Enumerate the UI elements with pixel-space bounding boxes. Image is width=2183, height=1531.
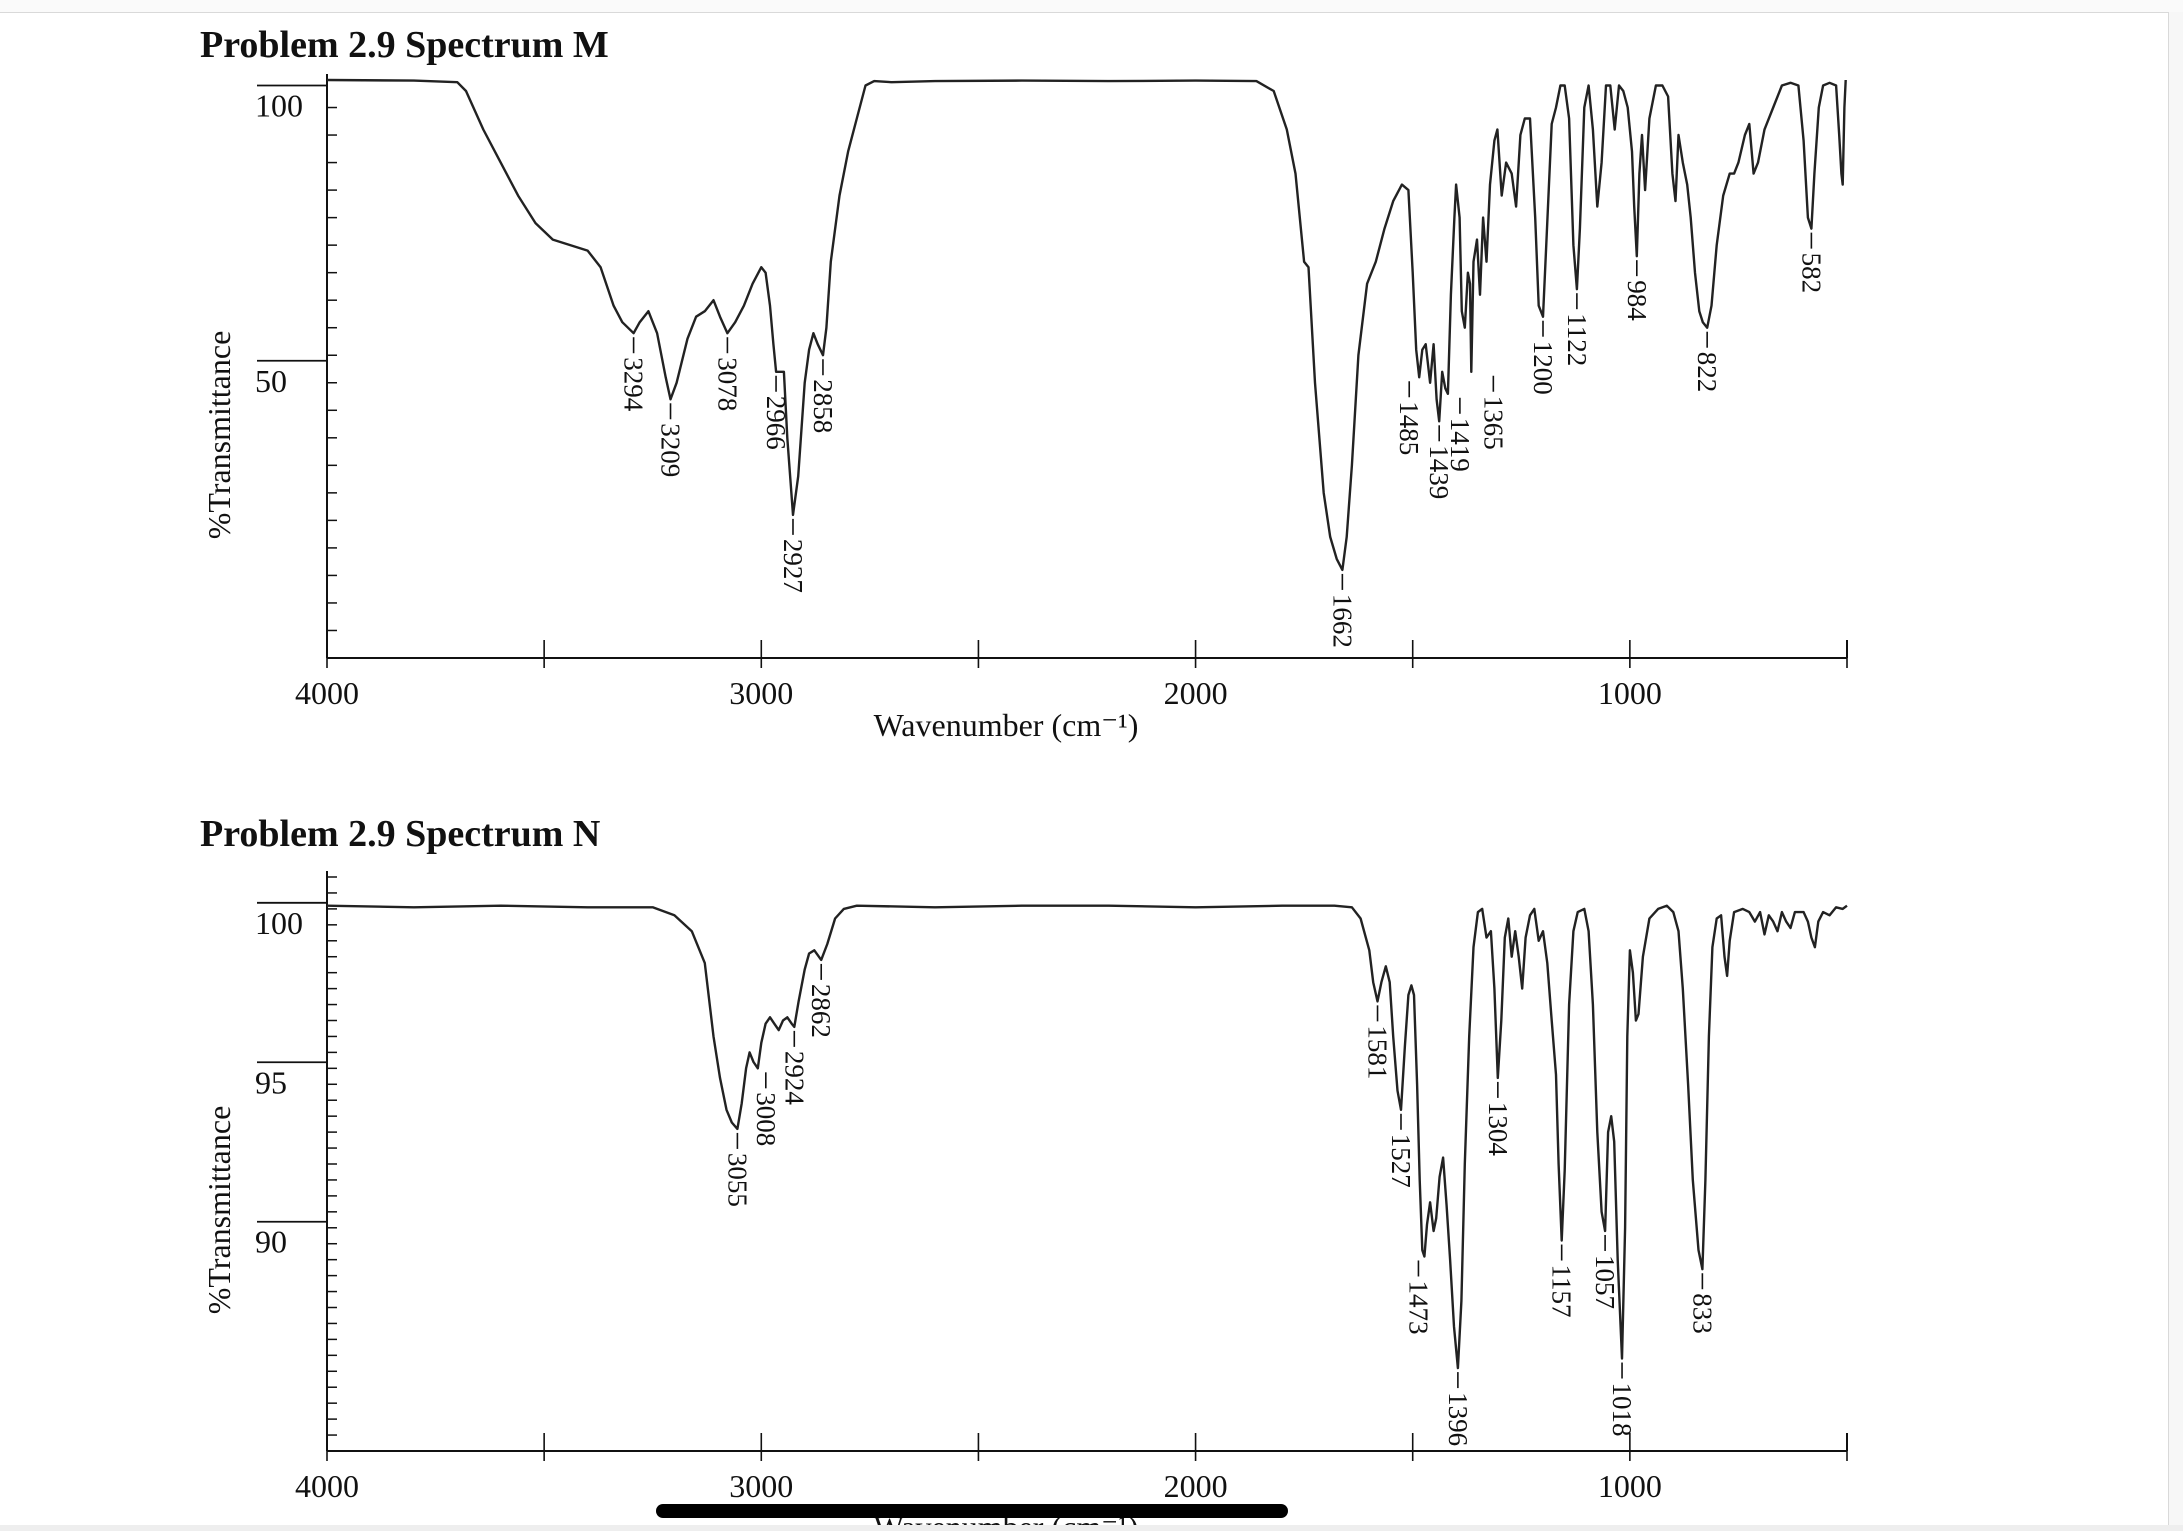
n-peak-label-2924: 2924 [779, 1051, 809, 1106]
page-right-border [2168, 12, 2169, 1531]
n-peak-label-1157: 1157 [1547, 1265, 1577, 1318]
m-x-tick-label-3000: 3000 [729, 675, 793, 711]
m-peak-label-3209: 3209 [656, 423, 686, 477]
n-y-tick-label-100: 100 [255, 905, 303, 941]
page-scroll-indicator[interactable] [656, 1504, 1288, 1518]
spectrum-n-axes [257, 871, 1848, 1461]
bottom-edge [0, 1525, 2183, 1531]
m-peak-label-1200: 1200 [1528, 341, 1558, 395]
m-peak-label-1439: 1439 [1424, 445, 1454, 499]
m-peak-label-1485: 1485 [1394, 401, 1424, 455]
n-y-tick-label-95: 95 [255, 1064, 287, 1100]
n-peak-label-3055: 3055 [722, 1153, 752, 1207]
m-peak-label-1419: 1419 [1445, 418, 1475, 472]
m-peak-label-3078: 3078 [712, 357, 742, 411]
n-peak-label-1527: 1527 [1386, 1134, 1416, 1188]
top-toolbar-edge [0, 0, 2183, 13]
m-x-tick-label-4000: 4000 [295, 675, 359, 711]
n-peak-label-2862: 2862 [806, 984, 836, 1038]
n-peak-label-1581: 1581 [1363, 1025, 1393, 1079]
m-peak-label-822: 822 [1692, 352, 1722, 393]
m-peak-label-1662: 1662 [1327, 594, 1357, 648]
n-peak-label-1396: 1396 [1443, 1392, 1473, 1446]
m-peak-label-2966: 2966 [761, 396, 791, 450]
n-peak-label-1018: 1018 [1607, 1383, 1637, 1437]
spectrum-m-chart: Problem 2.9 Spectrum M %Transmittance Wa… [200, 24, 1848, 743]
m-peak-label-984: 984 [1622, 280, 1652, 321]
m-peak-label-1365: 1365 [1478, 396, 1508, 450]
spectrum-n-y-axis-label: %Transmittance [201, 1106, 237, 1315]
n-peak-label-1304: 1304 [1483, 1102, 1513, 1157]
spectrum-m-axes [257, 74, 1848, 668]
spectrum-m-title: Problem 2.9 Spectrum M [200, 24, 609, 66]
spectrum-m-tick-labels: 4000 3000 2000 1000 100 50 [255, 88, 1662, 711]
spectrum-n-trace [326, 904, 1848, 1370]
n-x-tick-label-2000: 2000 [1164, 1468, 1228, 1504]
n-x-tick-label-4000: 4000 [295, 1468, 359, 1504]
m-peak-label-2927: 2927 [778, 539, 808, 593]
m-peak-label-582: 582 [1796, 253, 1826, 294]
spectrum-n-chart: Problem 2.9 Spectrum N %Transmittance Wa… [200, 813, 1848, 1531]
m-y-tick-label-50: 50 [255, 363, 287, 399]
m-x-tick-label-2000: 2000 [1164, 675, 1228, 711]
spectrum-m-y-axis-label: %Transmittance [201, 331, 237, 540]
n-peak-label-3008: 3008 [751, 1092, 781, 1146]
n-peak-label-1057: 1057 [1590, 1255, 1620, 1309]
m-peak-label-1122: 1122 [1562, 313, 1592, 366]
spectrum-m-x-axis-label: Wavenumber (cm⁻¹) [874, 707, 1139, 743]
m-peak-label-3294: 3294 [619, 357, 649, 412]
n-peak-label-1473: 1473 [1403, 1281, 1433, 1335]
m-x-tick-label-1000: 1000 [1598, 675, 1662, 711]
spectrum-n-title: Problem 2.9 Spectrum N [200, 813, 600, 855]
n-peak-label-833: 833 [1687, 1293, 1717, 1334]
n-x-tick-label-3000: 3000 [729, 1468, 793, 1504]
m-y-tick-label-100: 100 [255, 88, 303, 124]
n-y-tick-label-90: 90 [255, 1224, 287, 1260]
spectrum-n-tick-labels: 4000 3000 2000 1000 100 95 90 [255, 905, 1662, 1504]
spectrum-m-trace [326, 78, 1847, 572]
page-right-margin [2169, 12, 2183, 1531]
n-x-tick-label-1000: 1000 [1598, 1468, 1662, 1504]
m-peak-label-2858: 2858 [808, 379, 838, 433]
